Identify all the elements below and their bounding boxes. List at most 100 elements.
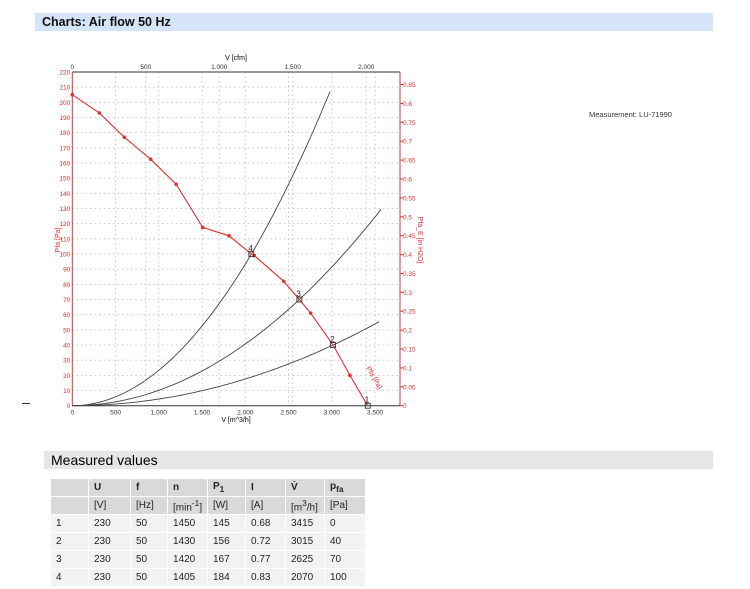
y-tick-label: 150 <box>59 176 70 183</box>
y-tick-label: 10 <box>63 388 71 395</box>
y2-tick-label: 0.55 <box>403 195 416 202</box>
y2-tick-label: 0 <box>403 403 407 410</box>
x-tick-label: 3.000 <box>324 410 341 417</box>
y-tick-label: 0 <box>67 403 71 410</box>
y-tick-label: 120 <box>59 221 70 228</box>
x-tick-label: 1.500 <box>194 410 211 417</box>
table-cell: 70 <box>325 551 365 568</box>
fan-curve-marker <box>348 373 352 378</box>
table-cell: 167 <box>208 551 245 568</box>
table-cell: 0 <box>325 515 365 532</box>
unit-cell: [Pa] <box>325 497 365 514</box>
operating-point-marker <box>330 342 336 348</box>
table-cell: 1430 <box>168 533 207 550</box>
y2-tick-label: 0.25 <box>403 309 416 316</box>
table-cell: 1420 <box>168 551 207 568</box>
y-tick-label: 80 <box>63 282 71 289</box>
y-tick-label: 190 <box>59 115 70 122</box>
y2-axis-label: Pfa_E [in H2O] <box>416 217 423 264</box>
y-tick-label: 160 <box>59 160 70 167</box>
table-row: 1 230 50 1450 145 0.68 3415 0 <box>51 515 365 532</box>
operating-point-label: 1 <box>365 396 370 405</box>
x-tick-label: 500 <box>110 410 121 417</box>
table-cell: 3 <box>51 551 88 568</box>
fan-curve-marker <box>227 233 231 238</box>
y-tick-label: 70 <box>63 297 71 304</box>
table-cell: 4 <box>51 569 88 586</box>
table-cell: 1450 <box>168 515 207 532</box>
unit-cell: [min-1] <box>168 497 207 514</box>
table-units-row: [V] [Hz] [min-1] [W] [A] [m3/h] [Pa] <box>51 497 365 514</box>
unit-cell: [V] <box>89 497 130 514</box>
y2-tick-label: 0.1 <box>403 365 412 372</box>
table-cell: 2070 <box>286 569 324 586</box>
y2-tick-label: 0.3 <box>403 290 412 297</box>
system-curve-4 <box>72 91 331 407</box>
fan-curve <box>71 94 369 406</box>
y-tick-label: 20 <box>63 373 71 380</box>
x2-axis-label: V [cfm] <box>225 55 247 62</box>
y2-tick-label: 0.5 <box>403 214 412 221</box>
unit-cell: [W] <box>208 497 245 514</box>
x-tick-label: 1.000 <box>151 410 168 417</box>
table-cell: 40 <box>325 533 365 550</box>
y2-tick-label: 0.7 <box>403 139 412 146</box>
table-cell: 50 <box>131 515 167 532</box>
header-cell: pfa <box>325 479 365 496</box>
operating-point-label: 4 <box>248 244 253 253</box>
unit-sup: 3 <box>302 497 307 508</box>
table-header-row: U f n P1 I V̇ pfa <box>51 479 365 496</box>
header-cell: V̇ <box>286 479 324 496</box>
table-cell: 230 <box>89 533 130 550</box>
fan-curve-marker <box>70 92 75 97</box>
operating-point-marker <box>248 251 255 257</box>
table-cell: 3015 <box>286 533 324 550</box>
fan-curve-label: Pfa [Pa] <box>364 366 383 391</box>
x-tick-label: 0 <box>70 410 74 417</box>
table-cell: 230 <box>89 569 130 586</box>
table-row: 3 230 50 1420 167 0.77 2625 70 <box>51 551 365 568</box>
fan-curve-marker <box>174 182 178 187</box>
unit-cell: [Hz] <box>131 497 167 514</box>
y2-tick-label: 0.65 <box>403 158 416 165</box>
measured-values-table: U f n P1 I V̇ pfa [V] [Hz] [min-1] [W] [… <box>50 478 366 587</box>
table-cell: 0.83 <box>246 569 285 586</box>
unit-cell: [m3/h] <box>286 497 324 514</box>
table-cell: 50 <box>131 569 167 586</box>
y2-tick-label: 0.6 <box>403 176 412 183</box>
y-tick-label: 60 <box>63 312 71 319</box>
unit-sup: -1 <box>191 497 200 508</box>
header-cell <box>51 479 88 496</box>
y-tick-label: 50 <box>63 327 71 334</box>
y-tick-label: 130 <box>59 206 70 213</box>
y-tick-label: 30 <box>63 358 71 365</box>
header-cell: P1 <box>208 479 245 496</box>
y2-tick-label: 0.8 <box>403 101 412 108</box>
table-cell: 145 <box>208 515 245 532</box>
unit-cell <box>51 497 88 514</box>
table-cell: 50 <box>131 551 167 568</box>
x2-tick-label: 1.000 <box>211 64 228 71</box>
table-cell: 230 <box>89 551 130 568</box>
fan-curve-marker <box>200 225 205 230</box>
header-cell: I <box>246 479 285 496</box>
y2-tick-label: 0.35 <box>403 271 416 278</box>
header-sub: fa <box>336 484 344 494</box>
x-tick-label: 2.500 <box>280 410 297 417</box>
table-row: 4 230 50 1405 184 0.83 2070 100 <box>51 569 365 586</box>
x2-tick-label: 0 <box>70 64 74 71</box>
y2-tick-label: 0.45 <box>403 233 416 240</box>
table-cell: 184 <box>208 569 245 586</box>
fan-curve-marker <box>308 311 313 315</box>
table-cell: 0.77 <box>246 551 285 568</box>
y-tick-label: 200 <box>59 100 70 107</box>
table-cell: 50 <box>131 533 167 550</box>
x-tick-label: 2.000 <box>237 410 254 417</box>
y2-tick-label: 0.75 <box>403 120 416 127</box>
table-cell: 0.72 <box>246 533 285 550</box>
section-header-charts: Charts: Air flow 50 Hz <box>35 13 713 31</box>
operating-point-marker <box>296 296 303 303</box>
y-tick-label: 100 <box>59 252 70 259</box>
y2-tick-label: 0.05 <box>403 384 416 391</box>
x-tick-label: 3.500 <box>367 410 384 417</box>
